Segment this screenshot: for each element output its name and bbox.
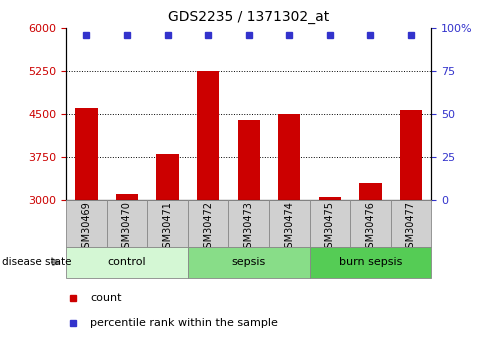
Bar bbox=[147, 200, 188, 247]
Title: GDS2235 / 1371302_at: GDS2235 / 1371302_at bbox=[168, 10, 329, 24]
Bar bbox=[350, 200, 391, 247]
Bar bbox=[116, 194, 138, 200]
Bar bbox=[238, 120, 260, 200]
Text: GSM30471: GSM30471 bbox=[163, 201, 172, 254]
Bar bbox=[269, 200, 310, 247]
Text: GSM30469: GSM30469 bbox=[81, 201, 92, 254]
Text: GSM30473: GSM30473 bbox=[244, 201, 254, 254]
Bar bbox=[318, 197, 341, 200]
Bar bbox=[156, 154, 179, 200]
Bar bbox=[400, 110, 422, 200]
Bar bbox=[188, 247, 310, 278]
Text: burn sepsis: burn sepsis bbox=[339, 257, 402, 267]
Bar bbox=[278, 115, 300, 200]
Bar bbox=[197, 71, 219, 200]
Text: GSM30475: GSM30475 bbox=[325, 201, 335, 255]
Bar bbox=[66, 200, 107, 247]
Text: sepsis: sepsis bbox=[232, 257, 266, 267]
Bar bbox=[228, 200, 269, 247]
Bar bbox=[391, 200, 431, 247]
Bar bbox=[107, 200, 147, 247]
Text: disease state: disease state bbox=[2, 257, 72, 267]
Bar bbox=[310, 200, 350, 247]
Text: GSM30470: GSM30470 bbox=[122, 201, 132, 254]
Text: GSM30477: GSM30477 bbox=[406, 201, 416, 255]
Text: GSM30474: GSM30474 bbox=[284, 201, 294, 254]
Text: percentile rank within the sample: percentile rank within the sample bbox=[90, 318, 278, 328]
Text: GSM30476: GSM30476 bbox=[366, 201, 375, 254]
Bar bbox=[310, 247, 431, 278]
Text: count: count bbox=[90, 293, 122, 303]
Bar bbox=[66, 247, 188, 278]
Bar bbox=[359, 183, 382, 200]
Text: control: control bbox=[108, 257, 147, 267]
Bar bbox=[75, 108, 98, 200]
Text: GSM30472: GSM30472 bbox=[203, 201, 213, 255]
Bar bbox=[188, 200, 228, 247]
